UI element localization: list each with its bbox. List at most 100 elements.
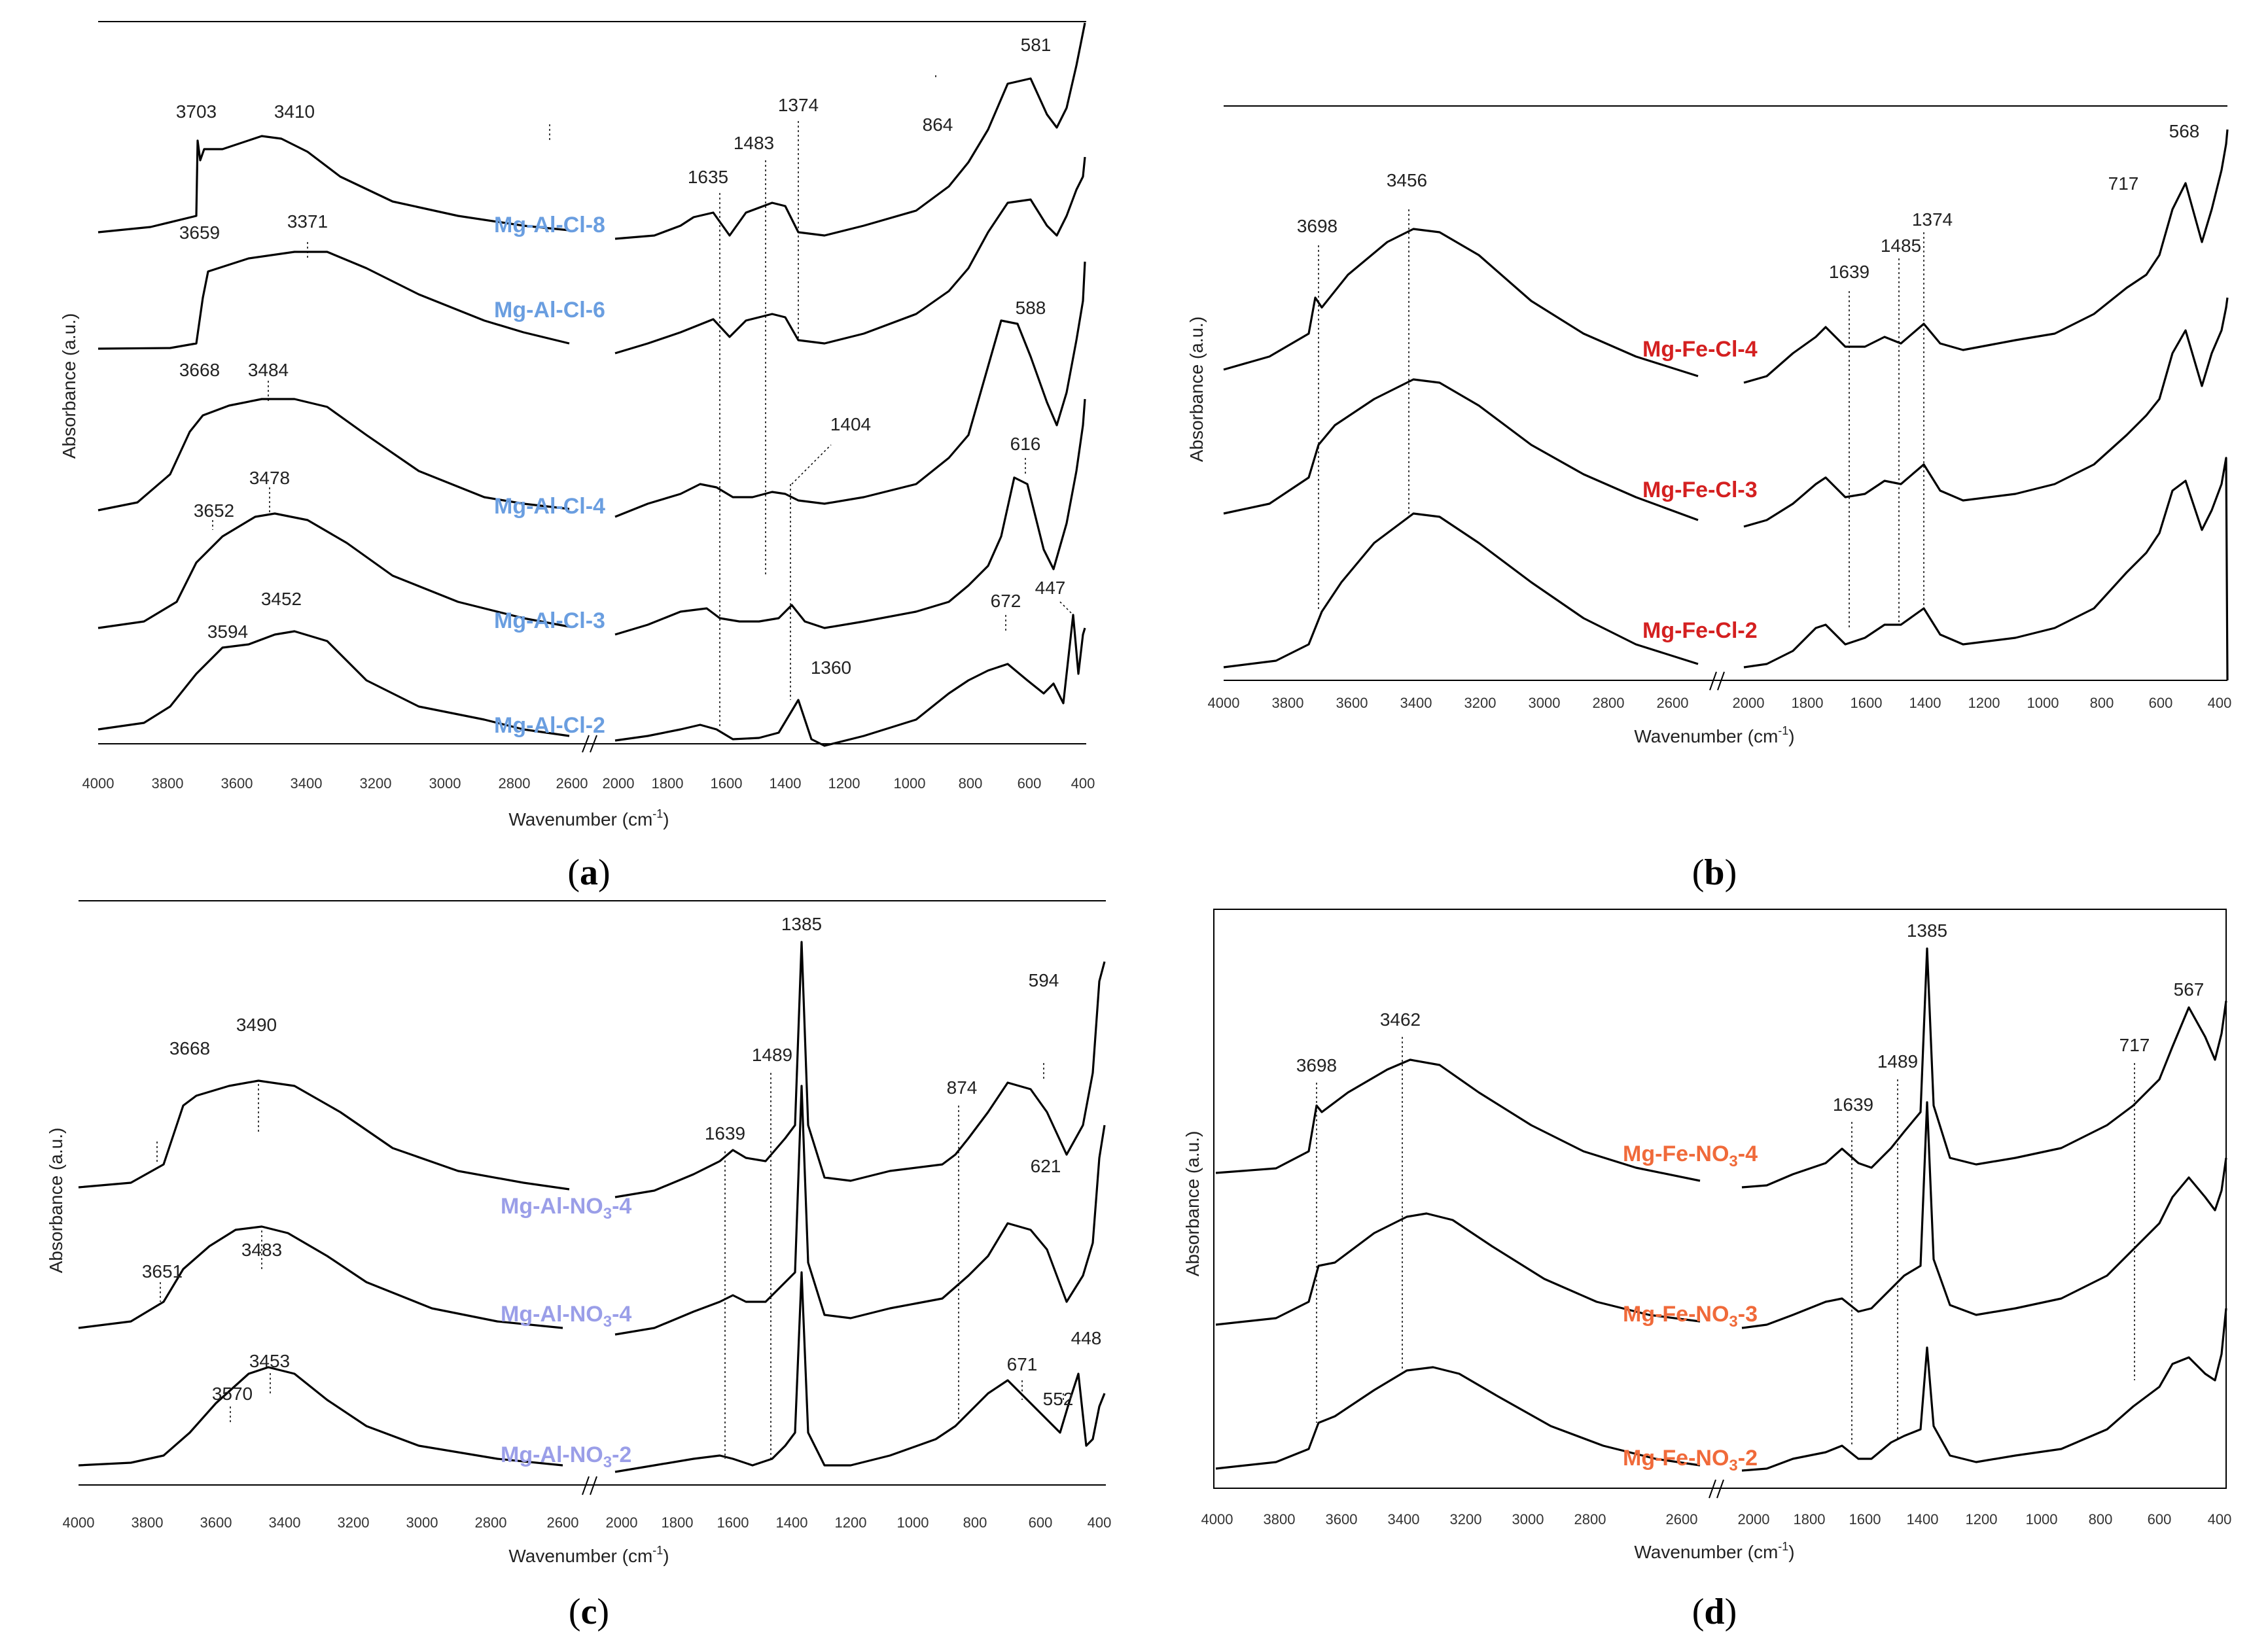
panel-d-guide-lines [1316,1037,2135,1446]
tick-label: 3200 [360,775,392,792]
tick-label: 3000 [429,775,461,792]
sample-label: Mg-Al-Cl-8 [494,213,605,237]
tick-label: 3400 [1388,1511,1420,1527]
sample-label: Mg-Al-NO3-2 [501,1442,631,1471]
peak-label: 717 [2108,173,2139,194]
peak-label: 594 [1029,970,1059,990]
tick-label: 1000 [897,1514,929,1531]
spectrum-mg-al-cl-2 [97,614,1086,747]
peak-label: 3652 [194,500,234,521]
panel-b-x-ticks: 4000 3800 3600 3400 3200 3000 2800 2600 … [1208,695,2232,711]
tick-label: 1200 [828,775,860,792]
tick-label: 400 [2208,1511,2232,1527]
sample-label: Mg-Al-Cl-2 [494,713,605,738]
tick-label: 4000 [63,1514,95,1531]
spectrum-mg-al-no3-4-upper [78,941,1106,1198]
panel-b-caption: (b) [1692,852,1737,893]
tick-label: 800 [959,775,983,792]
panel-b-y-axis-label: Absorbance (a.u.) [1186,317,1207,462]
tick-label: 400 [2208,695,2232,711]
peak-label: 3478 [249,468,290,488]
panel-c-spectra [78,941,1106,1473]
peak-label: 3484 [248,360,289,380]
peak-label: 1360 [811,657,851,678]
spectrum-mg-al-no3-2 [78,1271,1106,1473]
panel-c-x-axis-label: Wavenumber (cm-1) [508,1544,669,1566]
panel-c-sample-labels: Mg-Al-NO3-4 Mg-Al-NO3-4 Mg-Al-NO3-2 [501,1194,631,1471]
panel-b-axis-break [1709,671,1725,691]
tick-label: 400 [1071,775,1095,792]
tick-label: 1600 [1851,695,1883,711]
sample-label: Mg-Al-Cl-6 [494,298,605,323]
tick-label: 600 [1029,1514,1053,1531]
tick-label: 1000 [894,775,926,792]
tick-label: 3200 [1464,695,1497,711]
sample-label: Mg-Fe-Cl-3 [1642,478,1758,502]
panel-a-peak-labels: 3703 3410 3659 3371 3668 3484 3652 3478 … [176,35,1066,678]
peak-label: 3490 [236,1015,277,1035]
peak-label: 448 [1071,1328,1102,1348]
panel-a-sample-labels: Mg-Al-Cl-8 Mg-Al-Cl-6 Mg-Al-Cl-4 Mg-Al-C… [494,213,605,738]
tick-label: 3800 [1264,1511,1296,1527]
tick-label: 1400 [1907,1511,1939,1527]
sample-label: Mg-Al-NO3-4 [501,1194,631,1223]
tick-label: 3000 [406,1514,438,1531]
peak-label: 616 [1010,434,1041,454]
spectrum-mg-fe-no3-3 [1215,1101,2227,1329]
tick-label: 1400 [776,1514,808,1531]
tick-label: 1800 [1794,1511,1826,1527]
panel-b-spectra [1223,129,2229,681]
peak-label: 581 [1021,35,1052,55]
sample-label: Mg-Al-NO3-4 [501,1302,631,1331]
peak-label: 1639 [705,1123,745,1143]
peak-label: 3651 [142,1261,183,1282]
panel-b-peak-labels: 3698 3456 1639 1485 1374 717 568 [1297,121,2200,282]
peak-label: 3698 [1297,216,1338,236]
peak-label: 672 [991,591,1021,611]
tick-label: 1200 [835,1514,867,1531]
tick-label: 400 [1088,1514,1112,1531]
panel-c-peak-labels: 3668 3490 3651 3483 3570 3453 1385 1639 … [142,914,1102,1409]
tick-label: 4000 [1201,1511,1233,1527]
tick-label: 3400 [1400,695,1432,711]
tick-label: 800 [2089,1511,2113,1527]
panel-d: 4000 3800 3600 3400 3200 3000 2800 2600 … [1182,909,2231,1632]
spectrum-mg-al-cl-6 [97,156,1086,355]
peak-label: 3659 [179,222,220,243]
peak-label: 1639 [1833,1094,1873,1115]
peak-label: 1385 [781,914,822,934]
tick-label: 3000 [1512,1511,1544,1527]
spectrum-mg-al-cl-3 [97,398,1086,636]
panel-d-peak-labels: 3698 3462 1385 1639 1489 717 567 [1296,920,2205,1115]
tick-label: 2000 [1738,1511,1770,1527]
panel-c: 4000 3800 3600 3400 3200 3000 2800 2600 … [46,900,1112,1632]
tick-label: 2600 [547,1514,579,1531]
spectrum-mg-fe-no3-4 [1215,947,2227,1189]
tick-label: 3000 [1529,695,1561,711]
peak-label: 1635 [688,167,728,187]
tick-label: 2800 [1574,1511,1606,1527]
peak-label: 588 [1016,298,1046,318]
spectrum-mg-al-no3-4-lower [78,1085,1106,1336]
sample-label: Mg-Fe-NO3-3 [1623,1302,1758,1331]
tick-label: 3400 [291,775,323,792]
panel-a-x-ticks: 4000 3800 3600 3400 3200 3000 2800 2600 … [82,775,1095,792]
tick-label: 3600 [1326,1511,1358,1527]
peak-label: 3371 [287,211,328,232]
tick-label: 600 [2148,1511,2172,1527]
panel-a-x-axis-label: Wavenumber (cm-1) [508,807,669,829]
spectrum-mg-fe-cl-4 [1223,129,2229,384]
tick-label: 1800 [662,1514,694,1531]
panel-b-sample-labels: Mg-Fe-Cl-4 Mg-Fe-Cl-3 Mg-Fe-Cl-2 [1642,337,1758,643]
panel-a: 4000 3800 3600 3400 3200 3000 2800 2600 … [59,21,1095,893]
panel-b: 4000 3800 3600 3400 3200 3000 2800 2600 … [1186,105,2232,893]
tick-label: 1000 [2026,1511,2058,1527]
tick-label: 2600 [556,775,588,792]
tick-label: 1600 [717,1514,749,1531]
panel-b-x-axis-label: Wavenumber (cm-1) [1634,724,1794,746]
panel-c-x-ticks: 4000 3800 3600 3400 3200 3000 2800 2600 … [63,1514,1112,1531]
tick-label: 3800 [152,775,184,792]
tick-label: 3600 [221,775,253,792]
tick-label: 1200 [1968,695,2000,711]
spectrum-mg-al-cl-4 [97,261,1086,518]
